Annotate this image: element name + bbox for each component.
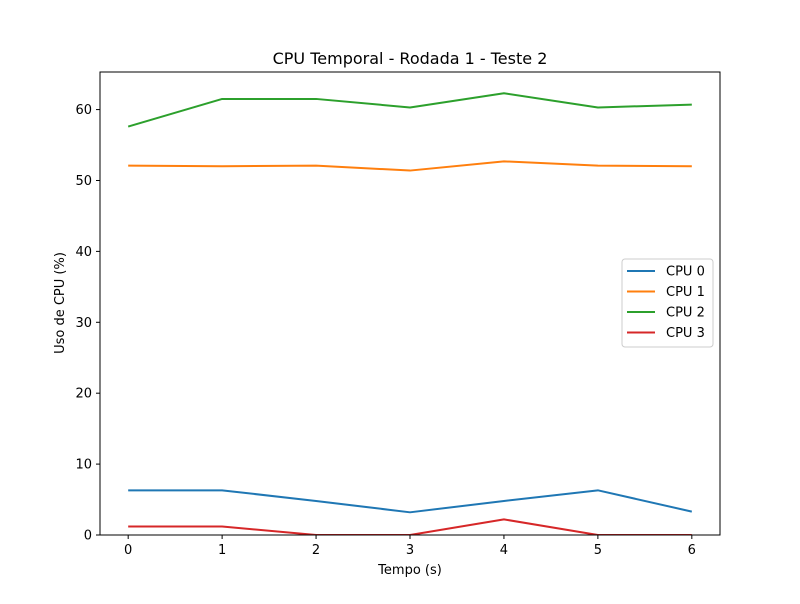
x-tick-label: 0 [124,543,132,558]
y-tick-label: 10 [75,458,92,473]
series-line-cpu-1 [128,160,692,172]
legend: CPU 0 CPU 1 CPU 2 CPU 3 [621,258,714,348]
series-layer [127,92,693,535]
legend-box [621,258,714,348]
y-tick-label: 20 [75,387,92,402]
x-tick-label: 6 [688,543,696,558]
series-line-cpu-0 [128,489,693,514]
series-line-cpu-3 [128,518,692,535]
legend-label: CPU 0 [666,265,705,280]
y-axis-ticks: 0 10 20 30 40 50 60 [75,103,100,544]
x-tick-label: 1 [218,543,226,558]
chart-title: CPU Temporal - Rodada 1 - Teste 2 [273,49,548,68]
y-tick-label: 60 [75,103,92,118]
y-axis-label: Uso de CPU (%) [53,252,68,354]
x-tick-label: 5 [594,543,602,558]
x-tick-label: 4 [500,543,508,558]
x-tick-label: 3 [406,543,414,558]
y-tick-label: 40 [75,245,92,260]
x-axis-label: Tempo (s) [377,563,442,578]
legend-label: CPU 1 [666,285,705,300]
x-axis-ticks: 0 1 2 3 4 5 6 [124,535,696,558]
legend-label: CPU 2 [666,306,705,321]
series-line-cpu-2 [127,92,692,128]
x-tick-label: 2 [312,543,320,558]
y-tick-label: 50 [75,174,92,189]
legend-label: CPU 3 [666,326,705,341]
y-tick-label: 30 [75,316,92,331]
y-tick-label: 0 [84,529,92,544]
plot-frame [99,71,721,536]
